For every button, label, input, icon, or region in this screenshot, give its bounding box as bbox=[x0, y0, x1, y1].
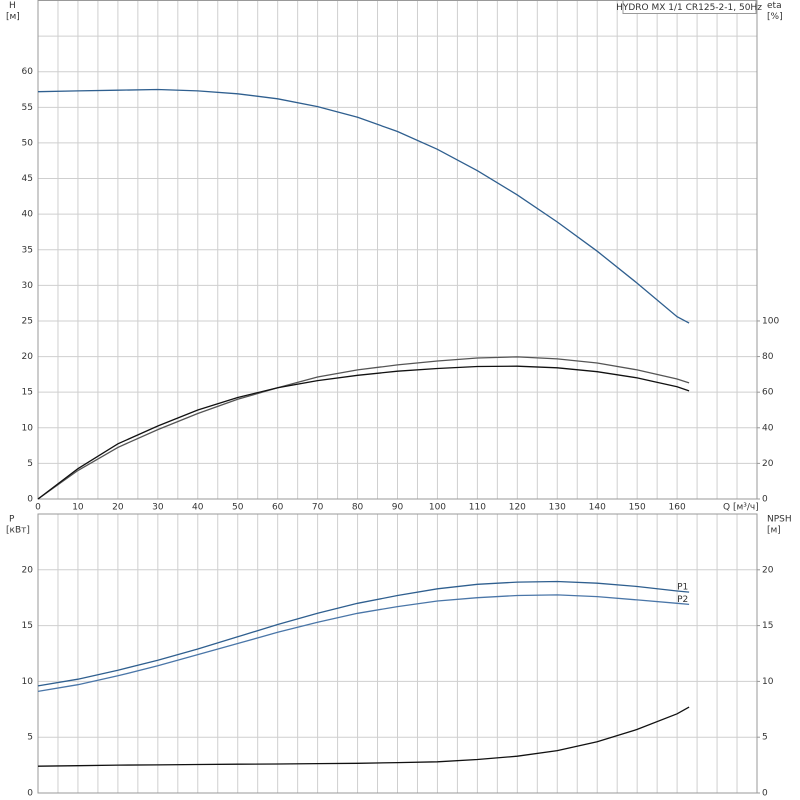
y-axis-label: P bbox=[9, 515, 15, 525]
series-label: P1 bbox=[677, 583, 688, 593]
x-tick-label: 120 bbox=[509, 503, 526, 513]
x-tick-label: 40 bbox=[192, 503, 204, 513]
series-line bbox=[37, 594, 690, 693]
x-tick-label: 160 bbox=[669, 503, 686, 513]
x-tick-label: 50 bbox=[232, 503, 244, 513]
y-axis-unit: [м] bbox=[6, 12, 20, 22]
x-tick-label: 80 bbox=[352, 503, 364, 513]
y-tick-label: 20 bbox=[22, 565, 34, 575]
y-tick-label: 15 bbox=[22, 621, 33, 631]
plot-frame bbox=[37, 513, 758, 794]
y2-tick-label: 80 bbox=[762, 352, 774, 362]
y2-tick-label: 0 bbox=[762, 495, 768, 505]
y2-tick-label: 10 bbox=[762, 677, 774, 687]
series-line bbox=[37, 365, 690, 500]
y2-axis-unit: [%] bbox=[767, 12, 783, 22]
x-axis-label: Q [м³/ч] bbox=[723, 503, 759, 513]
y2-axis-unit: [м] bbox=[767, 526, 781, 536]
y2-tick-label: 20 bbox=[762, 565, 774, 575]
y-tick-label: 5 bbox=[27, 733, 33, 743]
chart-title: HYDRO MX 1/1 CR125-2-1, 50Hz bbox=[616, 3, 762, 13]
y2-tick-label: 15 bbox=[762, 621, 773, 631]
y-tick-label: 50 bbox=[22, 138, 34, 148]
x-tick-label: 60 bbox=[272, 503, 284, 513]
series-line bbox=[37, 580, 690, 687]
x-tick-label: 20 bbox=[112, 503, 124, 513]
y2-tick-label: 0 bbox=[762, 789, 768, 799]
y-tick-label: 40 bbox=[22, 210, 34, 220]
series-label: P2 bbox=[677, 595, 688, 605]
y2-tick-label: 40 bbox=[762, 423, 774, 433]
y-tick-label: 20 bbox=[22, 352, 34, 362]
y2-axis-label: NPSH bbox=[767, 515, 792, 525]
y-tick-label: 10 bbox=[22, 677, 34, 687]
y-axis-unit: [кВт] bbox=[6, 526, 30, 536]
x-tick-label: 30 bbox=[152, 503, 164, 513]
x-tick-label: 90 bbox=[392, 503, 404, 513]
y-tick-label: 15 bbox=[22, 388, 33, 398]
series-line bbox=[37, 88, 690, 324]
y-tick-label: 30 bbox=[22, 281, 34, 291]
plot-frame bbox=[37, 0, 758, 500]
y2-tick-label: 60 bbox=[762, 388, 774, 398]
y-tick-label: 45 bbox=[22, 174, 33, 184]
y-tick-label: 10 bbox=[22, 423, 34, 433]
y-tick-label: 55 bbox=[22, 103, 33, 113]
x-tick-label: 130 bbox=[549, 503, 566, 513]
y-tick-label: 5 bbox=[27, 459, 33, 469]
series-line bbox=[37, 706, 690, 767]
y-tick-label: 0 bbox=[27, 495, 33, 505]
x-tick-label: 100 bbox=[429, 503, 446, 513]
x-tick-label: 110 bbox=[469, 503, 486, 513]
y-tick-label: 25 bbox=[22, 316, 33, 326]
title-box bbox=[622, 0, 757, 14]
y2-tick-label: 5 bbox=[762, 733, 768, 743]
x-tick-label: 140 bbox=[589, 503, 606, 513]
series-line bbox=[37, 356, 690, 500]
x-tick-label: 70 bbox=[312, 503, 324, 513]
y2-tick-label: 20 bbox=[762, 459, 774, 469]
y-tick-label: 0 bbox=[27, 789, 33, 799]
y2-axis-label: eta bbox=[767, 1, 782, 11]
x-tick-label: 0 bbox=[35, 503, 41, 513]
y-tick-label: 60 bbox=[22, 67, 34, 77]
x-tick-label: 10 bbox=[72, 503, 84, 513]
y-axis-label: H bbox=[9, 1, 16, 11]
y-tick-label: 35 bbox=[22, 245, 33, 255]
x-tick-label: 150 bbox=[629, 503, 646, 513]
y2-tick-label: 100 bbox=[762, 316, 779, 326]
